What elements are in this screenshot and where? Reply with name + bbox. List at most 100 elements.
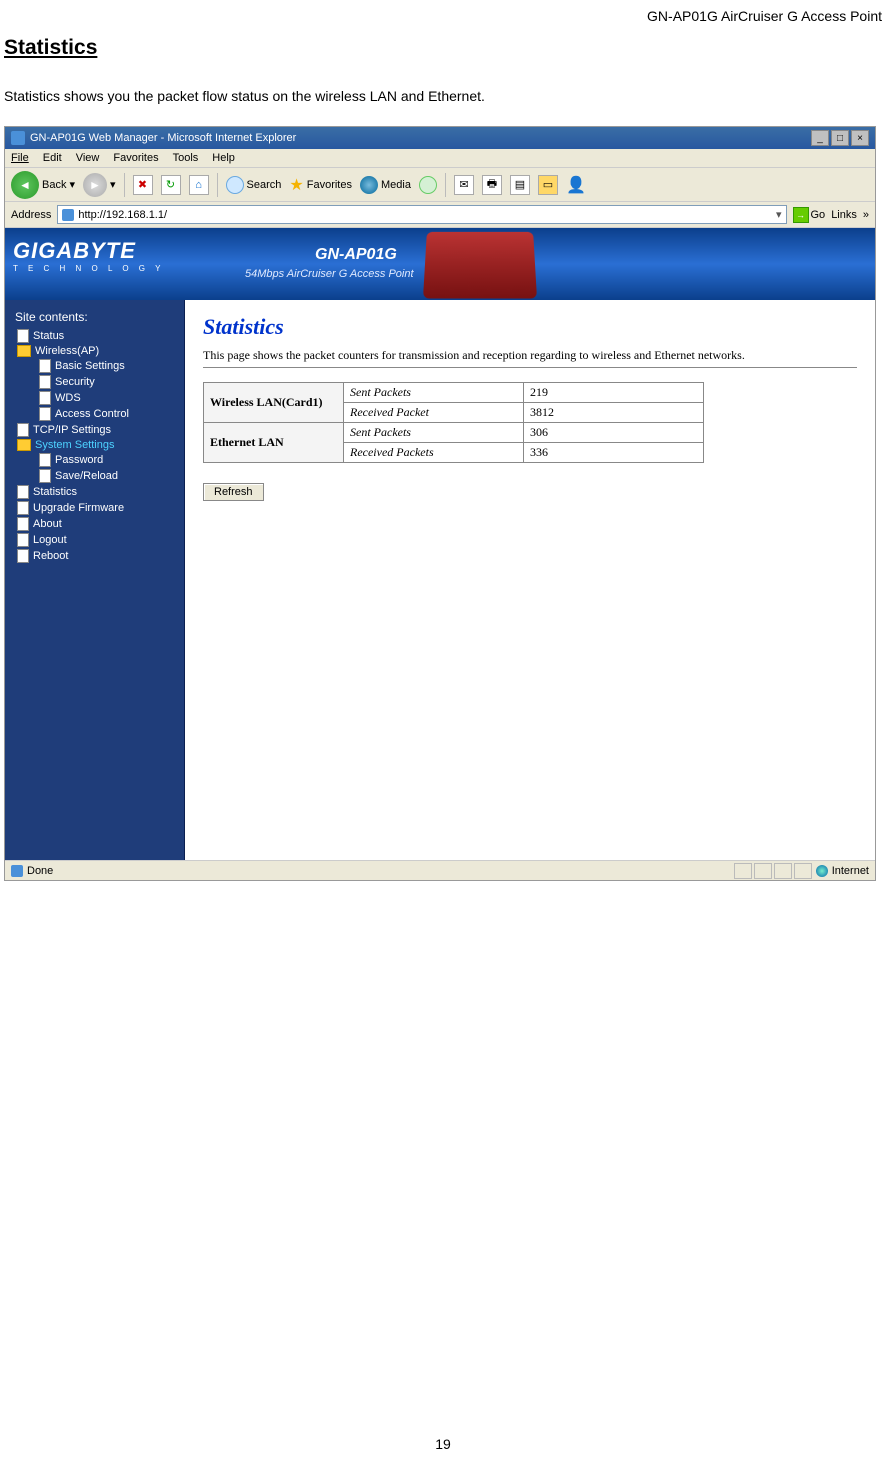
eth-sent-value: 306 (524, 423, 704, 443)
sidebar-item-status[interactable]: Status (17, 328, 180, 344)
menu-view[interactable]: View (76, 152, 100, 164)
sidebar-item-security[interactable]: Security (39, 374, 180, 390)
search-button[interactable]: Search (226, 176, 282, 194)
go-button[interactable]: → Go (793, 207, 826, 223)
ie-icon (11, 131, 25, 145)
back-label: Back (42, 179, 66, 191)
section-description: Statistics shows you the packet flow sta… (4, 88, 882, 104)
status-zone: Internet (832, 865, 869, 877)
sidebar-item-logout[interactable]: Logout (17, 532, 180, 548)
table-row: Ethernet LAN Sent Packets 306 (204, 423, 704, 443)
browser-window: GN-AP01G Web Manager - Microsoft Interne… (4, 126, 876, 881)
product-name: GN-AP01G (315, 246, 397, 264)
chevron-down-icon[interactable]: ▾ (776, 208, 782, 221)
sidebar-item-about[interactable]: About (17, 516, 180, 532)
page-header-right: GN-AP01G AirCruiser G Access Point (647, 8, 882, 24)
menu-help[interactable]: Help (212, 152, 235, 164)
links-label[interactable]: Links (831, 209, 857, 221)
search-icon (226, 176, 244, 194)
media-label: Media (381, 179, 411, 191)
maximize-button[interactable]: □ (831, 130, 849, 146)
toolbar: ◄ Back ▾ ► ▾ ✖ ↻ ⌂ Search ★ Favorites Me… (5, 168, 875, 202)
stop-button[interactable]: ✖ (133, 175, 153, 195)
page-body: Site contents: Status Wireless(AP) Basic… (5, 300, 875, 860)
sidebar-item-basic-settings[interactable]: Basic Settings (39, 358, 180, 374)
minimize-button[interactable]: _ (811, 130, 829, 146)
eth-category: Ethernet LAN (204, 423, 344, 463)
sidebar-item-save-reload[interactable]: Save/Reload (39, 468, 180, 484)
messenger-button[interactable]: 👤 (566, 175, 586, 195)
product-tagline: 54Mbps AirCruiser G Access Point (245, 268, 414, 280)
forward-icon: ► (83, 173, 107, 197)
sidebar-title: Site contents: (15, 310, 180, 324)
eth-recv-label: Received Packets (344, 443, 524, 463)
wlan-recv-value: 3812 (524, 403, 704, 423)
menu-tools[interactable]: Tools (173, 152, 199, 164)
eth-sent-label: Sent Packets (344, 423, 524, 443)
wlan-sent-label: Sent Packets (344, 383, 524, 403)
refresh-button[interactable]: Refresh (203, 483, 264, 501)
divider (203, 367, 857, 368)
media-icon (360, 176, 378, 194)
wlan-category: Wireless LAN(Card1) (204, 383, 344, 423)
separator (445, 173, 446, 197)
internet-icon (816, 865, 828, 877)
window-titlebar: GN-AP01G Web Manager - Microsoft Interne… (5, 127, 875, 149)
close-button[interactable]: × (851, 130, 869, 146)
status-cell (794, 863, 812, 879)
brand-subtitle: T E C H N O L O G Y (13, 264, 164, 273)
sidebar-item-tcpip[interactable]: TCP/IP Settings (17, 422, 180, 438)
sidebar-item-upgrade-firmware[interactable]: Upgrade Firmware (17, 500, 180, 516)
router-image (423, 232, 537, 299)
page-number: 19 (435, 1436, 451, 1452)
wlan-sent-value: 219 (524, 383, 704, 403)
sidebar-item-access-control[interactable]: Access Control (39, 406, 180, 422)
section-title: Statistics (4, 36, 882, 60)
sidebar-item-statistics[interactable]: Statistics (17, 484, 180, 500)
menu-file[interactable]: File (11, 152, 29, 164)
brand-logo: GIGABYTE (13, 238, 136, 264)
menu-favorites[interactable]: Favorites (113, 152, 158, 164)
back-icon: ◄ (11, 171, 39, 199)
chevron-right-icon[interactable]: » (863, 209, 869, 221)
refresh-toolbar-button[interactable]: ↻ (161, 175, 181, 195)
eth-recv-value: 336 (524, 443, 704, 463)
sidebar-item-system-settings[interactable]: System Settings (17, 438, 180, 452)
menubar: File Edit View Favorites Tools Help (5, 149, 875, 168)
window-title: GN-AP01G Web Manager - Microsoft Interne… (30, 132, 296, 144)
forward-button[interactable]: ► ▾ (83, 173, 116, 197)
sidebar-item-wds[interactable]: WDS (39, 390, 180, 406)
sidebar-item-wireless[interactable]: Wireless(AP) (17, 344, 180, 358)
back-button[interactable]: ◄ Back ▾ (11, 171, 75, 199)
menu-edit[interactable]: Edit (43, 152, 62, 164)
status-cell (754, 863, 772, 879)
star-icon: ★ (289, 175, 303, 195)
sidebar: Site contents: Status Wireless(AP) Basic… (5, 300, 185, 860)
go-icon: → (793, 207, 809, 223)
chevron-down-icon: ▾ (110, 178, 116, 191)
mail-button[interactable]: ✉ (454, 175, 474, 195)
status-cells (734, 863, 812, 879)
address-input[interactable]: http://192.168.1.1/ ▾ (57, 205, 786, 224)
stats-table: Wireless LAN(Card1) Sent Packets 219 Rec… (203, 382, 704, 463)
status-cell (734, 863, 752, 879)
favorites-label: Favorites (307, 179, 352, 191)
media-button[interactable]: Media (360, 176, 411, 194)
addressbar: Address http://192.168.1.1/ ▾ → Go Links… (5, 202, 875, 228)
separator (217, 173, 218, 197)
sidebar-item-password[interactable]: Password (39, 452, 180, 468)
discuss-button[interactable]: ▭ (538, 175, 558, 195)
page-icon (62, 209, 74, 221)
history-button[interactable] (419, 176, 437, 194)
address-label: Address (11, 209, 51, 221)
address-value: http://192.168.1.1/ (78, 209, 167, 221)
go-label: Go (811, 209, 826, 221)
home-button[interactable]: ⌂ (189, 175, 209, 195)
status-icon (11, 865, 23, 877)
edit-button[interactable]: ▤ (510, 175, 530, 195)
separator (124, 173, 125, 197)
favorites-button[interactable]: ★ Favorites (289, 175, 352, 195)
print-button[interactable]: 🖶 (482, 175, 502, 195)
stats-heading: Statistics (203, 314, 857, 340)
sidebar-item-reboot[interactable]: Reboot (17, 548, 180, 564)
